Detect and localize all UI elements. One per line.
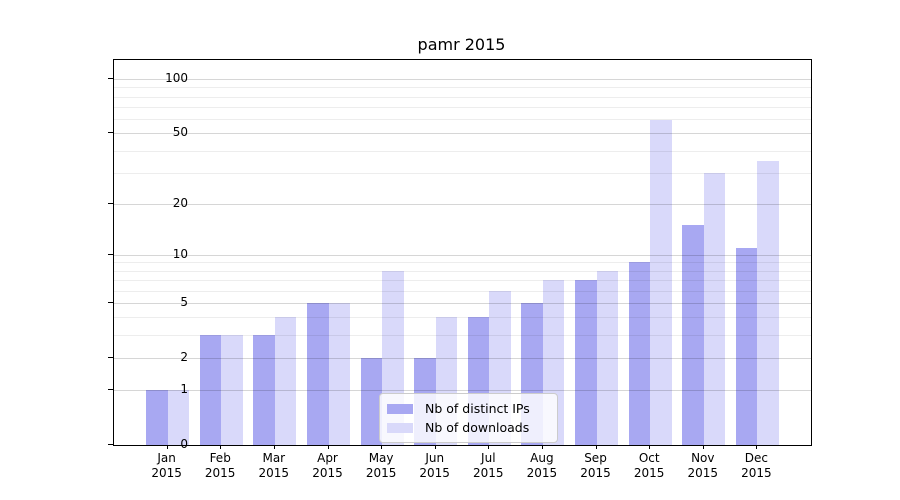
x-tick-mark <box>166 445 168 449</box>
x-tick-label: Sep 2015 <box>580 451 611 480</box>
y-tick-label: 5 <box>180 294 188 309</box>
y-tick-label: 50 <box>172 125 188 140</box>
x-tick-mark <box>595 445 597 449</box>
bar-distinct-ips <box>628 262 651 445</box>
x-tick-label: May 2015 <box>365 451 397 480</box>
x-tick-label: Jul 2015 <box>473 451 504 480</box>
gridline-minor <box>114 270 811 272</box>
y-tick-mark <box>108 78 113 79</box>
y-tick-label: 10 <box>172 246 188 261</box>
y-tick-mark <box>108 202 113 204</box>
bar-downloads <box>221 335 243 445</box>
y-tick-label: 0 <box>180 437 188 451</box>
bar-distinct-ips <box>360 357 383 445</box>
gridline-minor <box>114 150 811 152</box>
x-tick-mark <box>220 445 222 449</box>
x-tick-label: Feb 2015 <box>204 451 236 480</box>
gridline-minor <box>114 96 811 98</box>
legend: Nb of distinct IPs Nb of downloads <box>379 393 558 443</box>
y-tick-mark <box>108 444 113 445</box>
legend-label: Nb of downloads <box>425 420 530 435</box>
gridline-minor <box>114 335 811 337</box>
y-tick-mark <box>108 253 113 255</box>
legend-item: Nb of distinct IPs <box>387 399 549 418</box>
gridline-minor <box>114 107 811 108</box>
bar-distinct-ips <box>682 225 704 445</box>
x-tick-label: Apr 2015 <box>312 451 343 480</box>
x-tick-mark <box>488 445 490 449</box>
bar-downloads <box>703 172 726 445</box>
bar-downloads <box>328 302 350 445</box>
gridline-minor <box>114 317 811 319</box>
gridline-minor <box>114 280 811 282</box>
y-tick-label: 1 <box>180 382 188 396</box>
legend-swatch-icon <box>387 422 413 433</box>
legend-item: Nb of downloads <box>387 418 549 437</box>
bar-distinct-ips <box>307 302 329 445</box>
x-tick-label: Jun 2015 <box>419 451 450 480</box>
bar-downloads <box>757 160 779 445</box>
gridline-minor <box>114 119 811 120</box>
gridline-major <box>114 357 811 359</box>
x-tick-mark <box>702 445 704 449</box>
gridline-major <box>114 133 811 135</box>
bar-downloads <box>274 317 297 445</box>
x-tick-label: Aug 2015 <box>526 451 558 480</box>
x-tick-label: Dec 2015 <box>741 451 772 480</box>
bar-downloads <box>596 270 618 445</box>
y-tick-label: 100 <box>165 71 188 85</box>
bar-downloads <box>650 120 672 445</box>
x-tick-mark <box>434 445 436 449</box>
y-tick-mark <box>108 389 113 390</box>
bar-distinct-ips <box>199 335 222 445</box>
gridline-minor <box>114 262 811 264</box>
legend-label: Nb of distinct IPs <box>425 401 530 416</box>
gridline-major <box>114 203 811 205</box>
grid-layer <box>114 60 811 445</box>
gridline-major <box>114 390 811 391</box>
legend-swatch-icon <box>387 403 413 414</box>
x-tick-mark <box>327 445 329 449</box>
x-tick-label: Mar 2015 <box>258 451 290 480</box>
y-tick-mark <box>108 132 113 134</box>
gridline-major <box>114 302 811 304</box>
gridline-minor <box>114 290 811 292</box>
x-tick-mark <box>649 445 651 449</box>
bar-distinct-ips <box>253 335 275 445</box>
gridline-minor <box>114 172 811 174</box>
y-tick-label: 2 <box>180 349 188 364</box>
x-tick-label: Oct 2015 <box>633 451 665 480</box>
bar-downloads <box>167 390 190 445</box>
chart-title: pamr 2015 <box>417 35 506 54</box>
y-tick-mark <box>108 301 113 303</box>
bar-distinct-ips <box>735 247 758 445</box>
plot-area: Nb of distinct IPs Nb of downloads <box>113 59 812 446</box>
y-tick-mark <box>108 356 113 358</box>
x-tick-mark <box>273 445 275 449</box>
x-tick-mark <box>381 445 383 449</box>
x-tick-mark <box>756 445 758 449</box>
y-tick-label: 20 <box>172 195 188 210</box>
x-tick-label: Nov 2015 <box>687 451 719 480</box>
gridline-minor <box>114 87 811 89</box>
gridline-major <box>114 254 811 256</box>
gridline-major <box>114 79 811 80</box>
x-tick-label: Jan 2015 <box>151 451 182 480</box>
bar-distinct-ips <box>146 390 168 445</box>
x-tick-mark <box>541 445 543 449</box>
bar-distinct-ips <box>575 280 597 445</box>
